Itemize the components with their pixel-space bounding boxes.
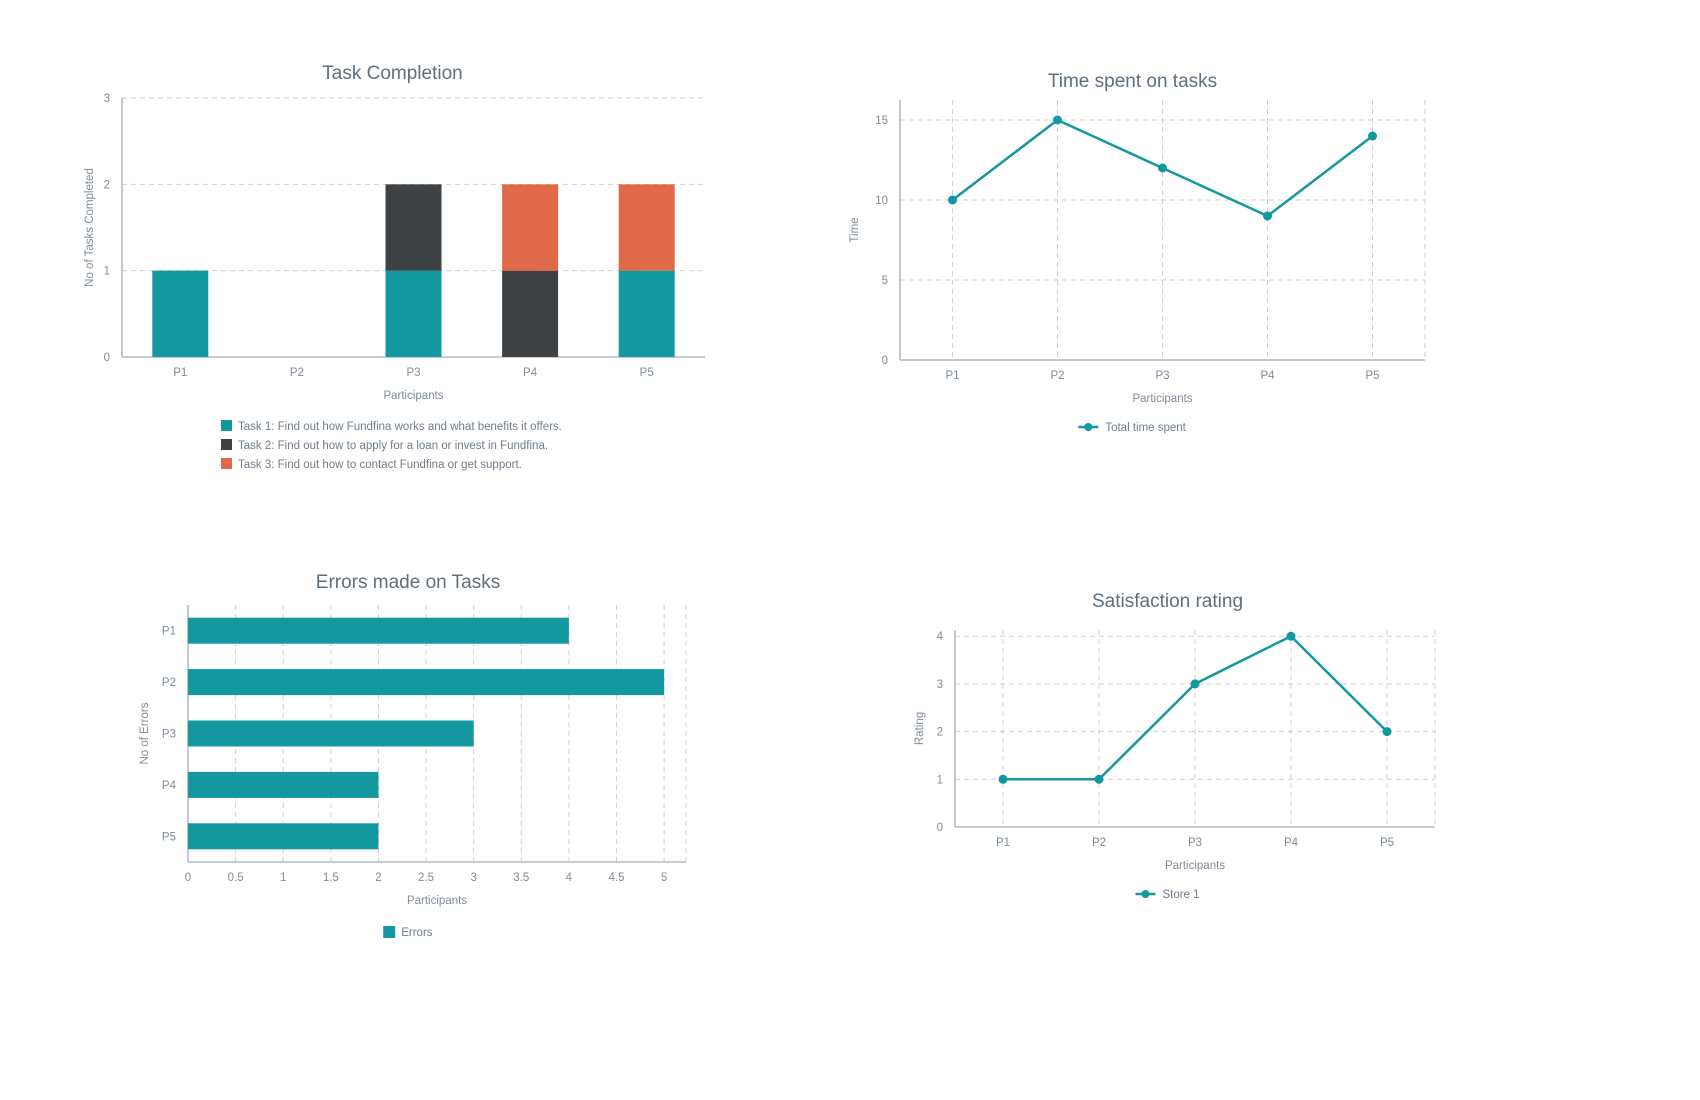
x-tick-label: P1 <box>173 367 187 379</box>
x-axis-title: Participants <box>383 390 443 402</box>
data-point <box>1382 727 1392 737</box>
y-axis-title: No of Tasks Completed <box>84 168 96 287</box>
x-tick-label: P3 <box>1155 370 1169 382</box>
legend: Total time spent <box>1078 422 1187 434</box>
bar-segment <box>618 184 675 271</box>
y-tick-label: P5 <box>162 831 176 843</box>
bar-segment <box>385 184 442 271</box>
x-tick-label: 0.5 <box>228 872 244 884</box>
y-tick-label: 0 <box>937 822 943 834</box>
data-point <box>1053 115 1062 125</box>
bar-segment <box>385 270 442 357</box>
x-tick-label: 3.5 <box>513 872 529 884</box>
x-tick-label: 2.5 <box>418 872 434 884</box>
y-tick-label: 5 <box>882 275 888 287</box>
y-tick-label: 1 <box>104 266 110 278</box>
chart-satisfaction-rating: 0 1 2 3 4 P1 P2 P3 P4 P5 Participants Rating Satisfa… <box>914 591 1436 901</box>
chart-title: Time spent on tasks <box>1048 71 1217 92</box>
x-tick-label: P5 <box>640 367 654 379</box>
y-tick-label: 1 <box>937 774 943 786</box>
bar <box>188 771 379 798</box>
y-tick-label: 15 <box>875 115 888 127</box>
bar-segment <box>152 270 209 357</box>
data-point <box>1094 774 1104 784</box>
legend: Store 1 <box>1135 889 1200 901</box>
data-point <box>998 774 1008 784</box>
x-tick-label: P5 <box>1365 370 1379 382</box>
bar-segment <box>618 270 675 357</box>
x-tick-label: P4 <box>1260 370 1275 382</box>
legend-label: Task 2: Find out how to apply for a loan… <box>238 440 548 452</box>
x-tick-label: 1.5 <box>323 872 339 884</box>
bar <box>188 617 569 644</box>
x-tick-label: P3 <box>406 367 420 379</box>
x-axis-title: Participants <box>407 895 467 907</box>
x-tick-label: P4 <box>1284 837 1299 849</box>
legend-swatch <box>221 439 232 450</box>
x-tick-label: P2 <box>290 367 304 379</box>
x-tick-label: P3 <box>1188 837 1202 849</box>
legend-marker <box>1084 423 1093 431</box>
x-tick-label: 0 <box>185 872 191 884</box>
y-axis-title: Rating <box>914 712 926 745</box>
x-axis-title: Participants <box>1132 393 1192 405</box>
y-tick-label: 4 <box>937 631 944 643</box>
legend-swatch <box>221 420 232 431</box>
x-tick-label: 3 <box>470 872 476 884</box>
x-tick-label: 4 <box>566 872 573 884</box>
y-tick-label: 10 <box>875 195 888 207</box>
chart-title: Errors made on Tasks <box>316 572 500 593</box>
x-tick-label: P5 <box>1380 837 1394 849</box>
chart-time-spent-on-tasks: 0 5 10 15 P1 P2 P3 P4 P5 Participants Time Time spe… <box>849 71 1426 434</box>
legend-label: Task 3: Find out how to contact Fundfina… <box>238 459 522 471</box>
x-tick-label: 2 <box>375 872 381 884</box>
legend-label: Store 1 <box>1162 889 1199 901</box>
bar <box>188 720 474 747</box>
y-tick-label: 2 <box>937 727 943 739</box>
data-point <box>948 195 957 205</box>
data-point <box>1190 679 1200 689</box>
y-tick-label: 2 <box>104 179 110 191</box>
chart-title: Task Completion <box>322 63 462 84</box>
y-tick-label: P4 <box>162 780 177 792</box>
legend: Errors <box>383 926 433 939</box>
data-point <box>1263 211 1272 221</box>
y-axis-title: No of Errors <box>139 702 151 764</box>
y-tick-label: 3 <box>104 93 110 105</box>
y-tick-label: 3 <box>937 679 943 691</box>
legend-marker <box>1141 890 1150 898</box>
x-axis-title: Participants <box>1165 860 1225 872</box>
y-tick-label: P1 <box>162 626 176 638</box>
y-tick-label: 0 <box>882 355 888 367</box>
data-point <box>1368 131 1377 141</box>
legend-label: Task 1: Find out how Fundfina works and … <box>238 421 562 433</box>
data-point <box>1286 631 1296 641</box>
x-tick-label: P2 <box>1050 370 1064 382</box>
chart-errors-made-on-tasks: P1 P2 P3 P4 P5 0 0.5 1 1.5 2 2.5 3 3.5 4 4.5 5 Participa… <box>139 572 687 939</box>
data-point <box>1158 163 1167 173</box>
bar <box>188 823 379 850</box>
y-tick-label: P3 <box>162 729 176 741</box>
chart-task-completion: 0 1 2 3 P1 P2 P3 P4 P5 Participants No of Tasks Co… <box>84 63 705 471</box>
x-tick-label: P2 <box>1092 837 1106 849</box>
y-axis-title: Time <box>849 217 861 242</box>
y-tick-label: 0 <box>104 352 110 364</box>
x-tick-label: P1 <box>945 370 959 382</box>
legend-label: Errors <box>401 927 433 939</box>
legend-swatch <box>383 926 396 938</box>
x-tick-label: 4.5 <box>608 872 624 884</box>
x-tick-label: 1 <box>280 872 286 884</box>
x-tick-label: P1 <box>996 837 1010 849</box>
bar <box>188 669 665 696</box>
x-tick-label: 5 <box>661 872 667 884</box>
bar-segment <box>502 184 559 271</box>
chart-title: Satisfaction rating <box>1092 591 1243 612</box>
bar-segment <box>502 270 559 357</box>
legend-label: Total time spent <box>1105 422 1186 434</box>
x-tick-label: P4 <box>523 367 538 379</box>
y-tick-label: P2 <box>162 677 176 689</box>
legend-swatch <box>221 458 232 469</box>
